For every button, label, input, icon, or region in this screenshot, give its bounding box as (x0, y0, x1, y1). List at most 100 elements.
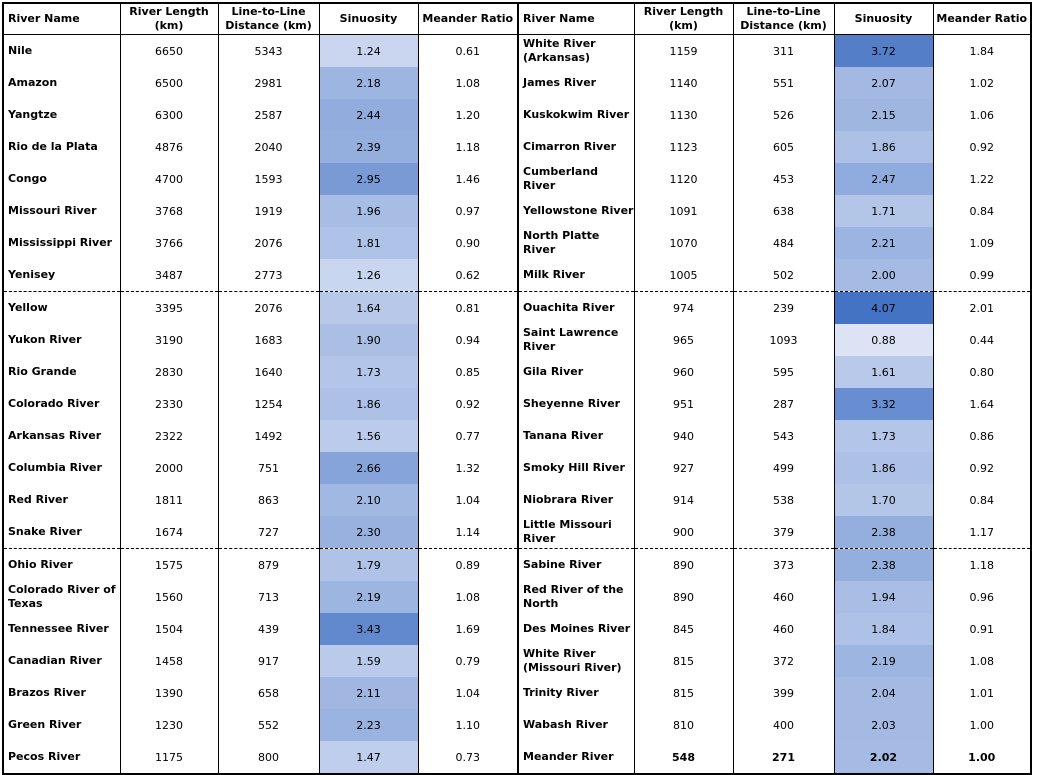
cell-line-distance: 379 (733, 516, 835, 549)
cell-line-distance: 399 (733, 677, 835, 709)
cell-river-length: 6300 (120, 99, 219, 131)
cell-river-length: 1070 (634, 227, 734, 259)
cell-sinuosity: 3.32 (834, 388, 934, 420)
cell-meander-ratio: 0.77 (418, 420, 519, 452)
cell-river-length: 951 (634, 388, 734, 420)
cell-sinuosity: 2.30 (319, 516, 419, 549)
cell-sinuosity: 2.19 (319, 581, 419, 613)
cell-meander-ratio: 0.81 (418, 291, 519, 324)
cell-sinuosity: 1.47 (319, 741, 419, 775)
header-river-length: River Length (km) (634, 2, 734, 35)
cell-meander-ratio: 1.32 (418, 452, 519, 484)
cell-river-length: 1575 (120, 548, 219, 581)
cell-line-distance: 453 (733, 163, 835, 195)
cell-river-length: 3487 (120, 259, 219, 292)
cell-river-name: Rio de la Plata (2, 131, 121, 163)
cell-river-name: Yenisey (2, 259, 121, 292)
cell-meander-ratio: 0.84 (933, 195, 1032, 227)
cell-river-length: 4700 (120, 163, 219, 195)
cell-river-length: 1504 (120, 613, 219, 645)
cell-sinuosity: 1.73 (834, 420, 934, 452)
cell-river-name: Red River of the North (517, 581, 635, 613)
cell-river-length: 1120 (634, 163, 734, 195)
cell-river-name: Wabash River (517, 709, 635, 741)
cell-sinuosity: 2.03 (834, 709, 934, 741)
header-river-name: River Name (2, 2, 121, 35)
cell-river-length: 1140 (634, 67, 734, 99)
cell-river-length: 1005 (634, 259, 734, 292)
cell-sinuosity: 1.73 (319, 356, 419, 388)
cell-sinuosity: 1.70 (834, 484, 934, 516)
cell-river-length: 2830 (120, 356, 219, 388)
cell-meander-ratio: 1.84 (933, 34, 1032, 67)
cell-sinuosity: 2.18 (319, 67, 419, 99)
cell-river-length: 3766 (120, 227, 219, 259)
cell-river-name: Tanana River (517, 420, 635, 452)
cell-meander-ratio: 0.79 (418, 645, 519, 677)
cell-river-name: Sabine River (517, 548, 635, 581)
cell-river-name: White River (Arkansas) (517, 34, 635, 67)
cell-sinuosity: 2.23 (319, 709, 419, 741)
cell-line-distance: 271 (733, 741, 835, 775)
cell-river-length: 2000 (120, 452, 219, 484)
cell-sinuosity: 2.66 (319, 452, 419, 484)
table-body: Nile 6650 5343 1.24 0.61 White River (Arkansa… (2, 34, 1032, 775)
cell-sinuosity: 2.47 (834, 163, 934, 195)
cell-river-length: 890 (634, 581, 734, 613)
cell-line-distance: 1593 (218, 163, 320, 195)
cell-river-name: White River (Missouri River) (517, 645, 635, 677)
cell-line-distance: 1683 (218, 324, 320, 356)
cell-river-length: 1175 (120, 741, 219, 775)
cell-line-distance: 2587 (218, 99, 320, 131)
cell-meander-ratio: 1.08 (933, 645, 1032, 677)
cell-river-name: Saint Lawrence River (517, 324, 635, 356)
cell-meander-ratio: 1.06 (933, 99, 1032, 131)
cell-river-length: 6650 (120, 34, 219, 67)
header-sinuosity: Sinuosity (319, 2, 419, 35)
cell-sinuosity: 2.04 (834, 677, 934, 709)
cell-meander-ratio: 0.86 (933, 420, 1032, 452)
cell-meander-ratio: 0.85 (418, 356, 519, 388)
cell-line-distance: 2773 (218, 259, 320, 292)
cell-line-distance: 713 (218, 581, 320, 613)
cell-sinuosity: 1.79 (319, 548, 419, 581)
cell-river-name: Canadian River (2, 645, 121, 677)
cell-meander-ratio: 1.09 (933, 227, 1032, 259)
cell-meander-ratio: 1.08 (418, 67, 519, 99)
cell-line-distance: 658 (218, 677, 320, 709)
cell-line-distance: 552 (218, 709, 320, 741)
cell-river-name: North Platte River (517, 227, 635, 259)
cell-meander-ratio: 1.04 (418, 677, 519, 709)
cell-river-name: Yellowstone River (517, 195, 635, 227)
cell-river-length: 960 (634, 356, 734, 388)
table-row: Yellow 3395 2076 1.64 0.81 Ouachita River 974 2… (2, 291, 1032, 324)
cell-meander-ratio: 0.97 (418, 195, 519, 227)
cell-river-length: 3395 (120, 291, 219, 324)
cell-river-length: 815 (634, 677, 734, 709)
cell-meander-ratio: 1.00 (933, 709, 1032, 741)
table-row: Red River 1811 863 2.10 1.04 Niobrara River 91… (2, 484, 1032, 516)
cell-sinuosity: 0.88 (834, 324, 934, 356)
cell-river-length: 914 (634, 484, 734, 516)
cell-sinuosity: 1.59 (319, 645, 419, 677)
cell-river-length: 1123 (634, 131, 734, 163)
cell-river-name: Gila River (517, 356, 635, 388)
cell-meander-ratio: 1.69 (418, 613, 519, 645)
cell-river-length: 900 (634, 516, 734, 549)
cell-river-name: Little Missouri River (517, 516, 635, 549)
table-row: Ohio River 1575 879 1.79 0.89 Sabine River 890… (2, 548, 1032, 581)
cell-river-length: 2330 (120, 388, 219, 420)
table-row: Yukon River 3190 1683 1.90 0.94 Saint Lawrenc… (2, 324, 1032, 356)
table-row: Yenisey 3487 2773 1.26 0.62 Milk River 1005 502… (2, 259, 1032, 292)
cell-line-distance: 526 (733, 99, 835, 131)
header-line-distance: Line-to-Line Distance (km) (733, 2, 835, 35)
cell-sinuosity: 1.24 (319, 34, 419, 67)
cell-river-name: Kuskokwim River (517, 99, 635, 131)
cell-river-name: Yangtze (2, 99, 121, 131)
cell-line-distance: 538 (733, 484, 835, 516)
header-line-distance: Line-to-Line Distance (km) (218, 2, 320, 35)
cell-sinuosity: 2.44 (319, 99, 419, 131)
cell-line-distance: 917 (218, 645, 320, 677)
table-row: Mississippi River 3766 2076 1.81 0.90 North P… (2, 227, 1032, 259)
